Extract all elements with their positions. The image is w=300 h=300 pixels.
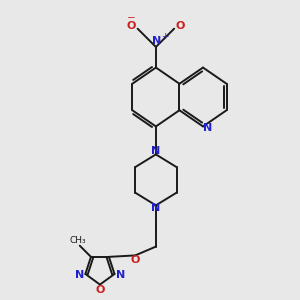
- Text: N: N: [152, 36, 161, 46]
- Text: O: O: [130, 255, 140, 265]
- Text: O: O: [127, 21, 136, 31]
- Text: −: −: [127, 13, 136, 22]
- Text: CH₃: CH₃: [70, 236, 87, 245]
- Text: N: N: [116, 271, 125, 281]
- Text: N: N: [75, 271, 84, 281]
- Text: O: O: [95, 285, 105, 295]
- Text: O: O: [175, 21, 185, 31]
- Text: +: +: [161, 32, 169, 41]
- Text: N: N: [151, 203, 160, 213]
- Text: N: N: [151, 146, 160, 157]
- Text: N: N: [203, 123, 212, 133]
